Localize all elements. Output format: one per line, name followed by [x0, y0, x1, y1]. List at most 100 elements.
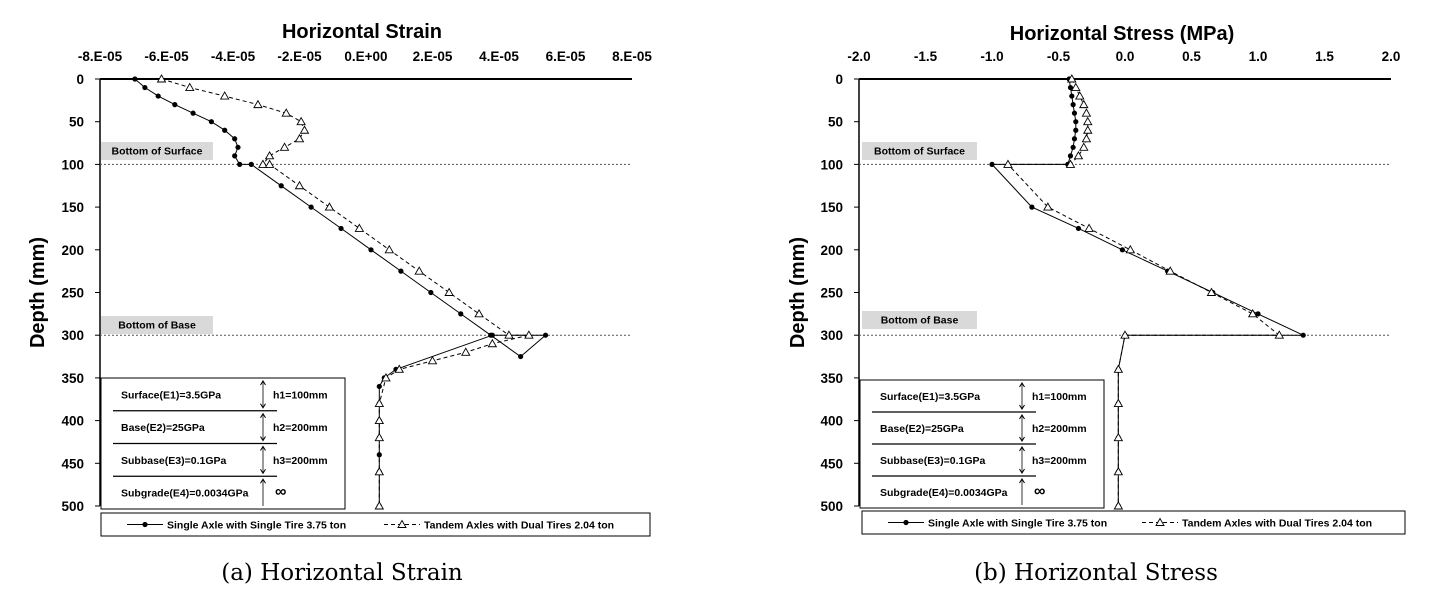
y-tick-label: 450 — [61, 456, 84, 471]
legend-swatch-dot — [142, 521, 148, 528]
bottom-of-base-label-box — [862, 311, 977, 329]
data-point-tandem-axles — [296, 116, 306, 126]
legend-entry-tandem-axles: Tandem Axles with Dual Tires 2.04 ton — [424, 520, 614, 532]
data-point-tandem-axles — [414, 266, 424, 275]
infinity-thickness: ∞ — [275, 484, 286, 501]
data-point-tandem-axles — [1078, 99, 1089, 109]
data-point-tandem-axles — [374, 466, 385, 476]
y-tick-label: 500 — [820, 499, 843, 514]
data-point-single-axle — [518, 353, 524, 360]
layer-name: Base(E2)=25GPa — [880, 423, 964, 435]
data-point-single-axle — [989, 161, 995, 167]
data-point-single-axle — [1071, 136, 1078, 142]
data-point-tandem-axles — [381, 372, 391, 382]
layer-thickness: h1=100mm — [273, 389, 328, 401]
data-point-tandem-axles — [460, 347, 471, 356]
data-point-tandem-axles — [1082, 125, 1093, 134]
data-point-tandem-axles — [444, 287, 454, 296]
data-point-single-axle — [458, 311, 464, 317]
chart-panel-strain: Horizontal Strain -8.E-05 -6.E-05 -4.E-05 -2… — [27, 21, 652, 586]
x-tick-label: -0.5 — [1047, 49, 1071, 64]
thickness-arrow-head — [260, 380, 266, 386]
y-axis-label: Depth (mm) — [27, 237, 49, 348]
thickness-arrow-head — [1019, 404, 1025, 410]
y-tick-label: 100 — [61, 157, 84, 172]
data-point-single-axle — [1073, 119, 1079, 125]
data-point-tandem-axles — [1247, 308, 1258, 318]
data-point-tandem-axles — [1113, 501, 1124, 510]
legend-entry-single-axle: Single Axle with Single Tire 3.75 ton — [928, 518, 1107, 530]
y-tick-label: 0 — [835, 72, 843, 87]
data-point-single-axle — [248, 161, 254, 167]
legend-border — [861, 510, 1406, 535]
data-point-tandem-axles — [474, 308, 484, 318]
thickness-arrow-head — [260, 445, 266, 451]
y-tick-label: 100 — [820, 157, 843, 172]
legend-swatch-dot — [903, 519, 909, 526]
thickness-arrow-head — [260, 403, 266, 409]
data-point-tandem-axles — [374, 432, 385, 442]
layer-thickness: h3=200mm — [1032, 455, 1087, 467]
legend-border — [100, 512, 651, 537]
data-point-tandem-axles — [258, 159, 268, 168]
infinity-thickness: ∞ — [1034, 483, 1045, 500]
legend: Single Axle with Single Tire 3.75 ton Tan… — [100, 512, 651, 537]
layer-name: Subgrade(E4)=0.0034GPa — [121, 488, 249, 500]
data-point-tandem-axles — [1003, 159, 1013, 168]
data-point-tandem-axles — [1081, 108, 1092, 117]
data-point-tandem-axles — [1274, 330, 1285, 339]
panel-caption: (a) Horizontal Strain — [221, 560, 463, 586]
legend-swatch-triangle — [1155, 517, 1165, 526]
layer-name: Subgrade(E4)=0.0034GPa — [880, 487, 1008, 499]
data-point-tandem-axles — [294, 133, 305, 143]
data-point-single-axle — [428, 289, 434, 296]
x-tick-label: 1.0 — [1249, 49, 1268, 64]
data-point-single-axle — [172, 102, 178, 108]
y-tick-label: 400 — [61, 414, 84, 429]
x-tick-label: 0.0 — [1116, 49, 1135, 64]
x-tick-label: -1.5 — [914, 49, 938, 64]
data-point-tandem-axles — [1075, 91, 1085, 100]
data-point-single-axle — [489, 332, 495, 338]
layer-table: Surface(E1)=3.5GPa h1=100mm Base(E2)=25GPa… — [100, 377, 346, 510]
data-point-single-axle — [308, 204, 314, 210]
data-point-tandem-axles — [394, 364, 405, 373]
data-point-tandem-axles — [281, 108, 291, 117]
data-point-tandem-axles — [1084, 223, 1094, 232]
data-point-single-axle — [232, 136, 238, 142]
x-tick-label: 8.E-05 — [612, 49, 652, 64]
data-point-tandem-axles — [1067, 74, 1077, 83]
y-tick-label: 150 — [820, 200, 843, 215]
data-point-single-axle — [338, 225, 344, 232]
data-point-single-axle — [1067, 153, 1074, 159]
data-point-single-axle — [278, 183, 284, 189]
data-point-tandem-axles — [374, 415, 385, 425]
data-point-single-axle — [1300, 332, 1306, 338]
data-point-single-axle — [1071, 110, 1078, 116]
layer-thickness: h2=200mm — [1032, 423, 1087, 435]
x-tick-label: 0.5 — [1182, 49, 1201, 64]
layer-name: Subbase(E3)=0.1GPa — [121, 455, 226, 467]
thickness-arrow-head — [260, 436, 266, 442]
data-point-tandem-axles — [1120, 330, 1130, 339]
x-tick-label: 0.E+00 — [344, 49, 387, 64]
thickness-arrow-head — [1019, 414, 1025, 420]
data-point-single-axle — [237, 161, 243, 167]
data-point-tandem-axles — [524, 330, 534, 339]
bottom-of-surface-label-box — [862, 142, 977, 160]
data-point-tandem-axles — [264, 150, 275, 160]
layer-name: Surface(E1)=3.5GPa — [121, 389, 221, 401]
x-tick-label: -2.0 — [847, 49, 870, 64]
data-point-tandem-axles — [264, 159, 275, 168]
data-point-single-axle — [1069, 93, 1075, 99]
y-tick-label: 300 — [820, 328, 843, 343]
thickness-arrow-head — [260, 478, 266, 484]
data-point-tandem-axles — [1043, 202, 1053, 211]
x-tick-label: 2.0 — [1382, 49, 1401, 64]
y-tick-label: 50 — [69, 115, 84, 130]
bottom-of-surface-label-box — [101, 142, 213, 160]
data-point-tandem-axles — [279, 142, 290, 151]
data-point-single-axle — [1029, 204, 1035, 210]
panel-caption: (b) Horizontal Stress — [974, 560, 1218, 586]
data-point-tandem-axles — [354, 223, 365, 232]
